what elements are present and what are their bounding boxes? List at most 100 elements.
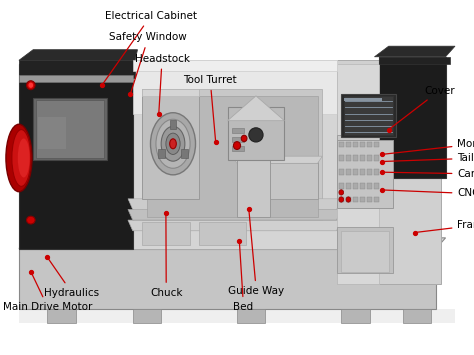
Text: Headstock: Headstock — [135, 54, 190, 114]
Bar — [374, 183, 379, 189]
Bar — [237, 309, 265, 323]
Text: Monitor: Monitor — [382, 139, 474, 154]
Bar — [367, 169, 372, 175]
Polygon shape — [237, 135, 270, 217]
Polygon shape — [337, 135, 379, 163]
Bar — [38, 117, 66, 149]
Text: Main Drive Motor: Main Drive Motor — [3, 272, 92, 312]
Bar — [344, 96, 393, 135]
Ellipse shape — [339, 190, 344, 195]
Polygon shape — [232, 156, 322, 163]
Polygon shape — [133, 60, 337, 114]
Ellipse shape — [27, 81, 35, 90]
Ellipse shape — [346, 197, 351, 202]
Polygon shape — [19, 60, 135, 78]
Bar — [367, 183, 372, 189]
Polygon shape — [147, 96, 318, 217]
Bar — [36, 100, 104, 158]
Bar — [232, 146, 244, 151]
Text: Tailstock: Tailstock — [382, 153, 474, 163]
Ellipse shape — [170, 139, 176, 149]
Text: Carriage: Carriage — [382, 169, 474, 179]
Polygon shape — [337, 60, 441, 284]
Bar — [344, 98, 382, 101]
Polygon shape — [19, 248, 436, 309]
Bar — [353, 197, 358, 202]
Polygon shape — [379, 57, 446, 178]
Bar — [367, 197, 372, 202]
Bar — [199, 222, 246, 245]
Polygon shape — [237, 163, 318, 199]
Bar — [360, 183, 365, 189]
Text: Hydraulics: Hydraulics — [45, 257, 100, 298]
Polygon shape — [19, 64, 133, 248]
Bar — [47, 309, 76, 323]
Polygon shape — [128, 209, 341, 220]
Polygon shape — [19, 50, 137, 60]
Ellipse shape — [339, 197, 344, 202]
Text: Electrical Cabinet: Electrical Cabinet — [102, 11, 197, 85]
Polygon shape — [19, 238, 446, 248]
Bar — [367, 142, 372, 147]
Polygon shape — [228, 106, 284, 160]
Polygon shape — [379, 57, 450, 64]
Bar — [142, 222, 190, 245]
Bar — [337, 140, 393, 208]
Ellipse shape — [6, 124, 32, 192]
Bar — [403, 309, 431, 323]
Bar — [374, 197, 379, 202]
Polygon shape — [142, 89, 199, 199]
Polygon shape — [142, 89, 199, 96]
Polygon shape — [19, 309, 455, 323]
Text: Cover: Cover — [389, 86, 455, 130]
Bar — [360, 142, 365, 147]
Text: Guide Way: Guide Way — [228, 209, 284, 296]
Bar — [360, 155, 365, 161]
Ellipse shape — [156, 119, 190, 168]
Polygon shape — [128, 220, 341, 231]
Polygon shape — [142, 89, 322, 220]
Ellipse shape — [249, 128, 263, 142]
Bar — [339, 183, 344, 189]
Bar — [341, 309, 370, 323]
Bar — [353, 183, 358, 189]
Text: Chuck: Chuck — [150, 213, 182, 298]
Bar — [341, 231, 389, 272]
Bar — [232, 128, 244, 133]
Bar — [339, 155, 344, 161]
Bar — [133, 309, 161, 323]
Bar — [346, 183, 351, 189]
Bar — [353, 142, 358, 147]
Ellipse shape — [12, 130, 31, 186]
Ellipse shape — [166, 133, 180, 154]
Bar — [353, 155, 358, 161]
Ellipse shape — [18, 138, 29, 178]
Bar — [346, 155, 351, 161]
Polygon shape — [337, 64, 379, 284]
Bar — [181, 149, 188, 158]
Ellipse shape — [233, 142, 240, 149]
Bar — [337, 227, 393, 273]
Bar — [346, 197, 351, 202]
Bar — [353, 169, 358, 175]
Bar — [341, 94, 396, 137]
Ellipse shape — [27, 216, 35, 224]
Text: Safety Window: Safety Window — [109, 32, 187, 94]
Bar — [339, 142, 344, 147]
Ellipse shape — [161, 126, 185, 161]
Polygon shape — [19, 75, 133, 82]
Ellipse shape — [151, 113, 195, 175]
Ellipse shape — [28, 82, 33, 88]
Text: Tool Turret: Tool Turret — [183, 75, 237, 142]
Bar — [339, 197, 344, 202]
Polygon shape — [128, 199, 341, 209]
Bar — [360, 169, 365, 175]
Bar — [170, 120, 176, 129]
Bar — [374, 142, 379, 147]
Bar — [33, 98, 107, 160]
Bar — [339, 169, 344, 175]
Bar — [346, 142, 351, 147]
Ellipse shape — [241, 135, 247, 142]
Bar — [374, 169, 379, 175]
Text: Frame: Frame — [415, 220, 474, 233]
